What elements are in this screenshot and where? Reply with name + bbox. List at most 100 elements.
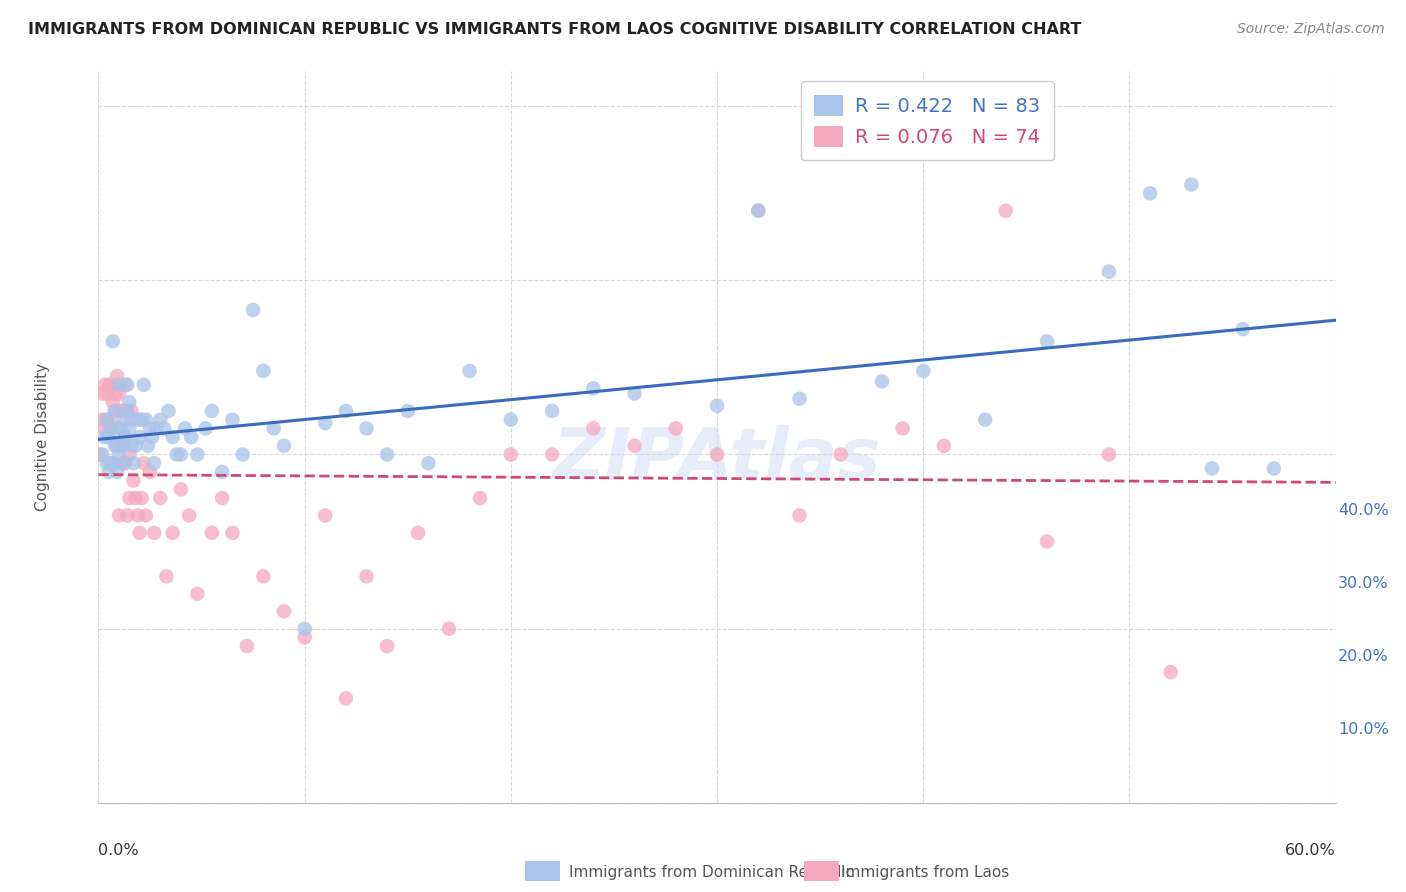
Point bbox=[131, 412, 153, 426]
Text: 10.0%: 10.0% bbox=[1339, 723, 1389, 737]
Point bbox=[375, 639, 398, 653]
Point bbox=[117, 377, 139, 392]
Point bbox=[143, 525, 166, 540]
Point bbox=[110, 404, 132, 418]
Point bbox=[100, 421, 122, 435]
Point bbox=[499, 448, 522, 462]
Point bbox=[891, 421, 914, 435]
Point bbox=[582, 421, 605, 435]
Point bbox=[114, 430, 136, 444]
Point bbox=[139, 421, 162, 435]
Point bbox=[108, 377, 131, 392]
Point bbox=[582, 381, 605, 395]
Point bbox=[89, 448, 111, 462]
Text: Cognitive Disability: Cognitive Disability bbox=[35, 363, 51, 511]
Point bbox=[100, 421, 122, 435]
Point bbox=[1139, 186, 1161, 201]
Point bbox=[104, 439, 127, 453]
Point bbox=[105, 465, 128, 479]
Point bbox=[263, 421, 285, 435]
Point bbox=[141, 430, 163, 444]
Point bbox=[747, 203, 769, 218]
Point bbox=[179, 508, 201, 523]
Point bbox=[335, 691, 357, 706]
Point bbox=[114, 456, 136, 470]
Point bbox=[108, 508, 131, 523]
Point bbox=[174, 421, 197, 435]
Point bbox=[1263, 461, 1285, 475]
Point bbox=[1232, 322, 1254, 336]
Point bbox=[166, 448, 188, 462]
Point bbox=[112, 439, 135, 453]
Point bbox=[120, 439, 142, 453]
Point bbox=[499, 412, 522, 426]
Point bbox=[242, 302, 264, 317]
Point bbox=[706, 399, 728, 413]
Point bbox=[406, 525, 429, 540]
Point bbox=[100, 377, 122, 392]
Point bbox=[375, 448, 398, 462]
Point bbox=[91, 386, 114, 401]
Point bbox=[97, 412, 120, 426]
Point bbox=[236, 639, 259, 653]
Point bbox=[105, 369, 128, 384]
Point bbox=[104, 404, 127, 418]
Point bbox=[105, 439, 128, 453]
Point bbox=[132, 456, 155, 470]
Point bbox=[221, 525, 243, 540]
Point bbox=[273, 604, 295, 618]
Point bbox=[789, 392, 811, 406]
Point bbox=[93, 377, 115, 392]
Point bbox=[932, 439, 955, 453]
Text: 60.0%: 60.0% bbox=[1285, 843, 1336, 858]
Point bbox=[541, 448, 564, 462]
Point bbox=[623, 439, 645, 453]
Point bbox=[201, 525, 224, 540]
Point bbox=[468, 491, 491, 505]
Point bbox=[912, 364, 935, 378]
Point bbox=[124, 439, 146, 453]
Text: 20.0%: 20.0% bbox=[1339, 649, 1389, 664]
Point bbox=[155, 569, 177, 583]
Point bbox=[186, 587, 208, 601]
Point bbox=[294, 631, 316, 645]
Point bbox=[1180, 178, 1202, 192]
Point bbox=[117, 404, 139, 418]
Point bbox=[335, 404, 357, 418]
Point bbox=[120, 412, 142, 426]
Point bbox=[105, 421, 128, 435]
Point bbox=[221, 412, 243, 426]
Point bbox=[128, 525, 150, 540]
Point bbox=[108, 448, 131, 462]
Point bbox=[110, 421, 132, 435]
Point bbox=[135, 412, 157, 426]
Point bbox=[194, 421, 217, 435]
Point bbox=[104, 404, 127, 418]
Point bbox=[294, 622, 316, 636]
Point bbox=[1098, 265, 1121, 279]
Point bbox=[96, 456, 118, 470]
Point bbox=[314, 416, 336, 430]
Point bbox=[128, 430, 150, 444]
Point bbox=[232, 448, 254, 462]
Point bbox=[110, 456, 132, 470]
Point bbox=[1201, 461, 1223, 475]
Text: Source: ZipAtlas.com: Source: ZipAtlas.com bbox=[1237, 22, 1385, 37]
Point bbox=[149, 412, 172, 426]
Point bbox=[97, 377, 120, 392]
Point bbox=[101, 395, 124, 409]
Point bbox=[870, 375, 893, 389]
Point bbox=[112, 412, 135, 426]
Point bbox=[93, 421, 115, 435]
Point bbox=[180, 430, 202, 444]
Point bbox=[114, 377, 136, 392]
Point bbox=[789, 508, 811, 523]
Point bbox=[100, 456, 122, 470]
Point bbox=[356, 421, 378, 435]
Point bbox=[136, 439, 159, 453]
Point bbox=[149, 491, 172, 505]
Point bbox=[314, 508, 336, 523]
Point bbox=[974, 412, 997, 426]
Point bbox=[114, 430, 136, 444]
Point bbox=[104, 386, 127, 401]
